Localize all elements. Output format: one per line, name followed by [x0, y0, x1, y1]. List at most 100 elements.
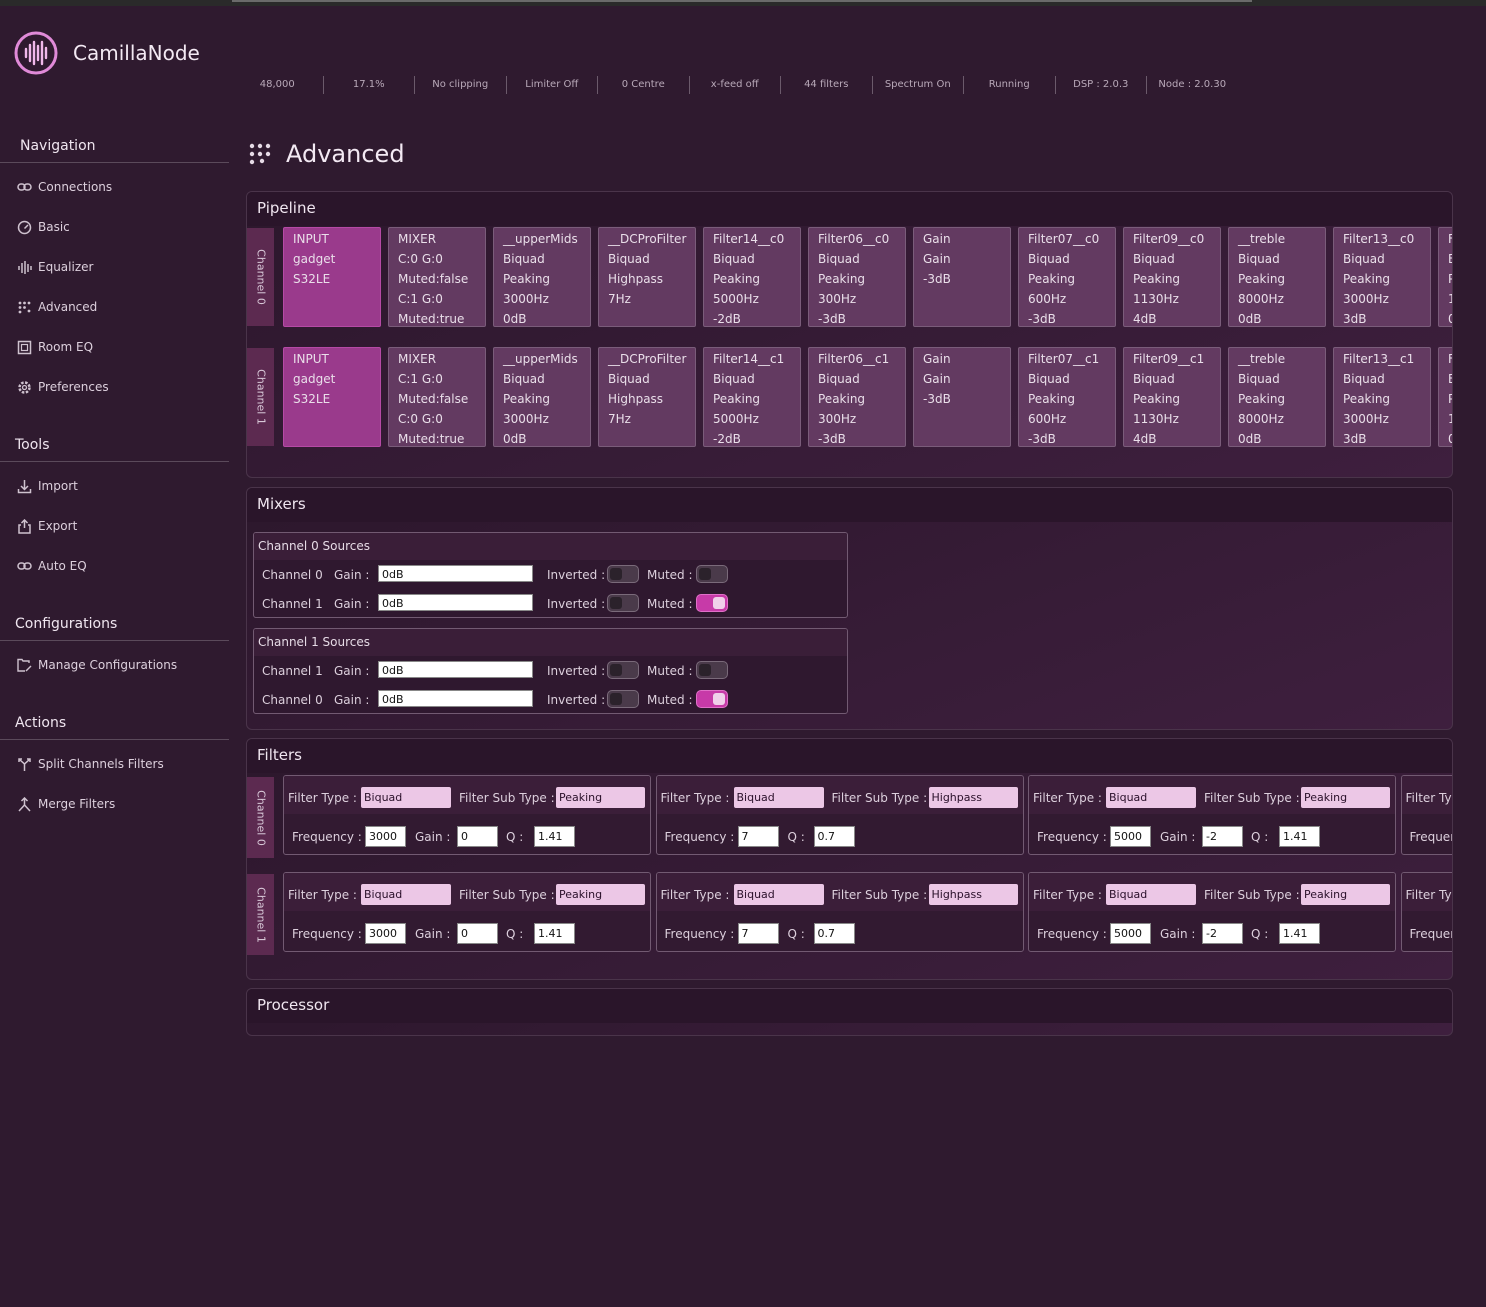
- block-line: 0: [1448, 309, 1452, 326]
- pipeline-filter-block[interactable]: __treble Biquad Peaking 8000Hz 0dB: [1228, 347, 1326, 447]
- frequency-input[interactable]: 3000: [365, 923, 406, 944]
- pipeline-filter-block[interactable]: Filter06__c0 Biquad Peaking 300Hz -3dB: [808, 227, 906, 327]
- filter-subtype-select[interactable]: Peaking: [1301, 787, 1390, 808]
- inverted-toggle[interactable]: [607, 690, 639, 708]
- filter-subtype-select[interactable]: Peaking: [556, 884, 645, 905]
- channel-label: Channel 1: [247, 348, 274, 446]
- frequency-input[interactable]: 3000: [365, 826, 406, 847]
- pipeline-filter-block[interactable]: __DCProFilter Biquad Highpass 7Hz: [598, 347, 696, 447]
- q-input[interactable]: 1.41: [534, 923, 575, 944]
- block-line: Highpass: [608, 392, 664, 406]
- sidebar-item-export[interactable]: Export: [0, 506, 229, 546]
- pipeline-mixer-block[interactable]: MIXER C:1 G:0 Muted:false C:0 G:0 Muted:true: [388, 347, 486, 447]
- inverted-toggle[interactable]: [607, 594, 639, 612]
- status-spectrum[interactable]: Spectrum On: [873, 76, 964, 94]
- pipeline-filter-block[interactable]: __treble Biquad Peaking 8000Hz 0dB: [1228, 227, 1326, 327]
- gain-input[interactable]: 0dB: [378, 594, 533, 611]
- sidebar-item-equalizer[interactable]: Equalizer: [0, 247, 229, 287]
- mixer-source-row: Channel 1 Gain : 0dB Inverted : Muted :: [254, 589, 847, 617]
- brand[interactable]: CamillaNode: [14, 31, 200, 75]
- pipeline-input-block[interactable]: INPUT gadget S32LE: [283, 227, 381, 327]
- pipeline-filter-block[interactable]: Filter07__c1 Biquad Peaking 600Hz -3dB: [1018, 347, 1116, 447]
- block-line: Peaking: [1343, 392, 1391, 406]
- pipeline-filter-block[interactable]: Filter06__c1 Biquad Peaking 300Hz -3dB: [808, 347, 906, 447]
- filter-subtype-select[interactable]: Peaking: [556, 787, 645, 808]
- frequency-input[interactable]: 5000: [1110, 923, 1151, 944]
- pipeline-filter-block[interactable]: FBP10: [1438, 347, 1452, 447]
- filter-type-select[interactable]: Biquad: [1106, 787, 1196, 808]
- status-balance[interactable]: 0 Centre: [598, 76, 690, 94]
- pipeline-filter-block[interactable]: Filter14__c0 Biquad Peaking 5000Hz -2dB: [703, 227, 801, 327]
- muted-toggle[interactable]: [696, 661, 728, 679]
- filter-subtype-select[interactable]: Highpass: [928, 884, 1018, 905]
- gain-input[interactable]: -2: [1202, 826, 1243, 847]
- filter-type-select[interactable]: Biquad: [361, 884, 451, 905]
- pipeline-filter-block[interactable]: Filter09__c0 Biquad Peaking 1130Hz 4dB: [1123, 227, 1221, 327]
- filter-type-select[interactable]: Biquad: [733, 884, 824, 905]
- muted-toggle[interactable]: [696, 690, 728, 708]
- q-input[interactable]: 1.41: [534, 826, 575, 847]
- toggle-knob: [699, 664, 711, 676]
- status-crossfeed[interactable]: x-feed off: [690, 76, 781, 94]
- sidebar-item-label: Advanced: [38, 300, 98, 314]
- gain-input[interactable]: 0dB: [378, 565, 533, 582]
- pipeline-filter-block[interactable]: Filter09__c1 Biquad Peaking 1130Hz 4dB: [1123, 347, 1221, 447]
- pipeline-filter-block[interactable]: Filter13__c1 Biquad Peaking 3000Hz 3dB: [1333, 347, 1431, 447]
- block-line: __upperMids: [503, 232, 578, 246]
- sidebar-item-import[interactable]: Import: [0, 466, 229, 506]
- link-icon: [16, 179, 32, 195]
- filter-subtype-label: Filter Sub Type :: [831, 791, 928, 805]
- sidebar-item-auto-eq[interactable]: Auto EQ: [0, 546, 229, 586]
- pipeline-filter-block[interactable]: Filter07__c0 Biquad Peaking 600Hz -3dB: [1018, 227, 1116, 327]
- q-input[interactable]: 1.41: [1279, 826, 1320, 847]
- scroll-indicator: [232, 0, 1252, 2]
- gain-input[interactable]: -2: [1202, 923, 1243, 944]
- sidebar-item-split-channels-filters[interactable]: Split Channels Filters: [0, 744, 229, 784]
- pipeline-filter-block[interactable]: Gain Gain -3dB: [913, 227, 1011, 327]
- filter-card: Filter Type : Biquad Filter Sub Type : High…: [655, 872, 1024, 952]
- q-input[interactable]: 0.7: [813, 826, 855, 847]
- sidebar-item-advanced[interactable]: Advanced: [0, 287, 229, 327]
- folder-edit-icon: [16, 657, 32, 673]
- pipeline-filter-block[interactable]: FBP10: [1438, 227, 1452, 327]
- block-line: Filter13__c1: [1343, 352, 1415, 366]
- q-input[interactable]: 0.7: [813, 923, 855, 944]
- sidebar-item-merge-filters[interactable]: Merge Filters: [0, 784, 229, 824]
- muted-toggle[interactable]: [696, 565, 728, 583]
- frequency-input[interactable]: 5000: [1110, 826, 1151, 847]
- gain-input[interactable]: 0dB: [378, 690, 533, 707]
- block-line: MIXER: [398, 352, 437, 366]
- gain-input[interactable]: 0dB: [378, 661, 533, 678]
- status-bar: 48,000 17.1% No clipping Limiter Off 0 C…: [232, 76, 1238, 94]
- filter-subtype-select[interactable]: Peaking: [1301, 884, 1390, 905]
- muted-toggle[interactable]: [696, 594, 728, 612]
- sidebar-item-manage-configurations[interactable]: Manage Configurations: [0, 645, 229, 685]
- sidebar-item-preferences[interactable]: Preferences: [0, 367, 229, 407]
- status-limiter[interactable]: Limiter Off: [507, 76, 598, 94]
- pipeline-filter-block[interactable]: __upperMids Biquad Peaking 3000Hz 0dB: [493, 347, 591, 447]
- frequency-input[interactable]: 7: [737, 923, 779, 944]
- q-input[interactable]: 1.41: [1279, 923, 1320, 944]
- gain-input[interactable]: 0: [457, 826, 498, 847]
- filter-type-select[interactable]: Biquad: [733, 787, 824, 808]
- sidebar-item-connections[interactable]: Connections: [0, 167, 229, 207]
- sidebar-item-basic[interactable]: Basic: [0, 207, 229, 247]
- pipeline-filter-block[interactable]: __upperMids Biquad Peaking 3000Hz 0dB: [493, 227, 591, 327]
- pipeline-filter-block[interactable]: __DCProFilter Biquad Highpass 7Hz: [598, 227, 696, 327]
- filter-type-select[interactable]: Biquad: [1106, 884, 1196, 905]
- pipeline-filter-block[interactable]: Gain Gain -3dB: [913, 347, 1011, 447]
- pipeline-filter-block[interactable]: Filter14__c1 Biquad Peaking 5000Hz -2dB: [703, 347, 801, 447]
- block-line: -2dB: [713, 432, 741, 446]
- filter-type-select[interactable]: Biquad: [361, 787, 451, 808]
- sidebar-item-room-eq[interactable]: Room EQ: [0, 327, 229, 367]
- pipeline-input-block[interactable]: INPUT gadget S32LE: [283, 347, 381, 447]
- gain-input[interactable]: 0: [457, 923, 498, 944]
- filter-subtype-select[interactable]: Highpass: [928, 787, 1018, 808]
- frequency-input[interactable]: 7: [737, 826, 779, 847]
- inverted-toggle[interactable]: [607, 661, 639, 679]
- pipeline-mixer-block[interactable]: MIXER C:0 G:0 Muted:false C:1 G:0 Muted:true: [388, 227, 486, 327]
- inverted-toggle[interactable]: [607, 565, 639, 583]
- muted-label: Muted :: [647, 597, 693, 611]
- pipeline-filter-block[interactable]: Filter13__c0 Biquad Peaking 3000Hz 3dB: [1333, 227, 1431, 327]
- block-line: 0dB: [503, 312, 527, 326]
